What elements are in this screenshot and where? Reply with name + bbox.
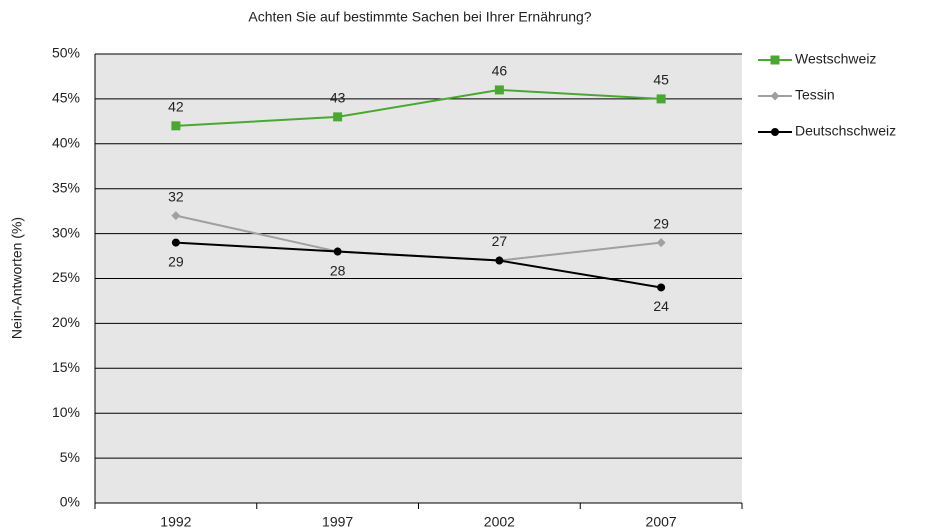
marker [494, 85, 504, 95]
data-label: 46 [492, 63, 508, 79]
y-tick-label: 15% [52, 359, 80, 375]
marker [770, 91, 780, 101]
y-tick-label: 0% [60, 494, 80, 510]
x-tick-label: 1997 [322, 514, 353, 530]
legend-label: Tessin [795, 87, 835, 103]
marker [171, 238, 180, 247]
data-label: 27 [492, 233, 508, 249]
marker [770, 55, 780, 65]
data-label: 28 [330, 262, 346, 278]
data-label: 32 [168, 188, 184, 204]
legend-label: Westschweiz [795, 51, 876, 67]
y-tick-label: 40% [52, 135, 80, 151]
data-label: 24 [653, 298, 669, 314]
marker [333, 112, 343, 122]
y-tick-label: 50% [52, 45, 80, 61]
marker [656, 238, 666, 248]
marker [495, 256, 504, 265]
y-axis-label: Nein-Antworten (%) [9, 217, 25, 339]
y-tick-label: 45% [52, 90, 80, 106]
data-label: 29 [653, 215, 669, 231]
legend-label: Deutschschweiz [795, 123, 896, 139]
chart-title: Achten Sie auf bestimmte Sachen bei Ihre… [248, 9, 591, 25]
data-label: 43 [330, 90, 346, 106]
y-tick-label: 35% [52, 179, 80, 195]
y-tick-label: 30% [52, 224, 80, 240]
x-tick-label: 1992 [160, 514, 191, 530]
marker [771, 128, 779, 136]
marker [657, 283, 666, 292]
series-line [175, 88, 662, 127]
data-label: 42 [168, 99, 184, 115]
x-tick-label: 2007 [646, 514, 677, 530]
marker [656, 94, 666, 104]
data-label: 45 [653, 72, 669, 88]
marker [171, 121, 181, 131]
marker [171, 211, 181, 221]
series-line [175, 241, 662, 289]
data-label: 29 [168, 253, 184, 269]
y-tick-label: 20% [52, 314, 80, 330]
y-tick-label: 10% [52, 404, 80, 420]
x-tick-label: 2002 [484, 514, 515, 530]
y-tick-label: 5% [60, 449, 80, 465]
marker [333, 247, 342, 256]
y-tick-label: 25% [52, 269, 80, 285]
